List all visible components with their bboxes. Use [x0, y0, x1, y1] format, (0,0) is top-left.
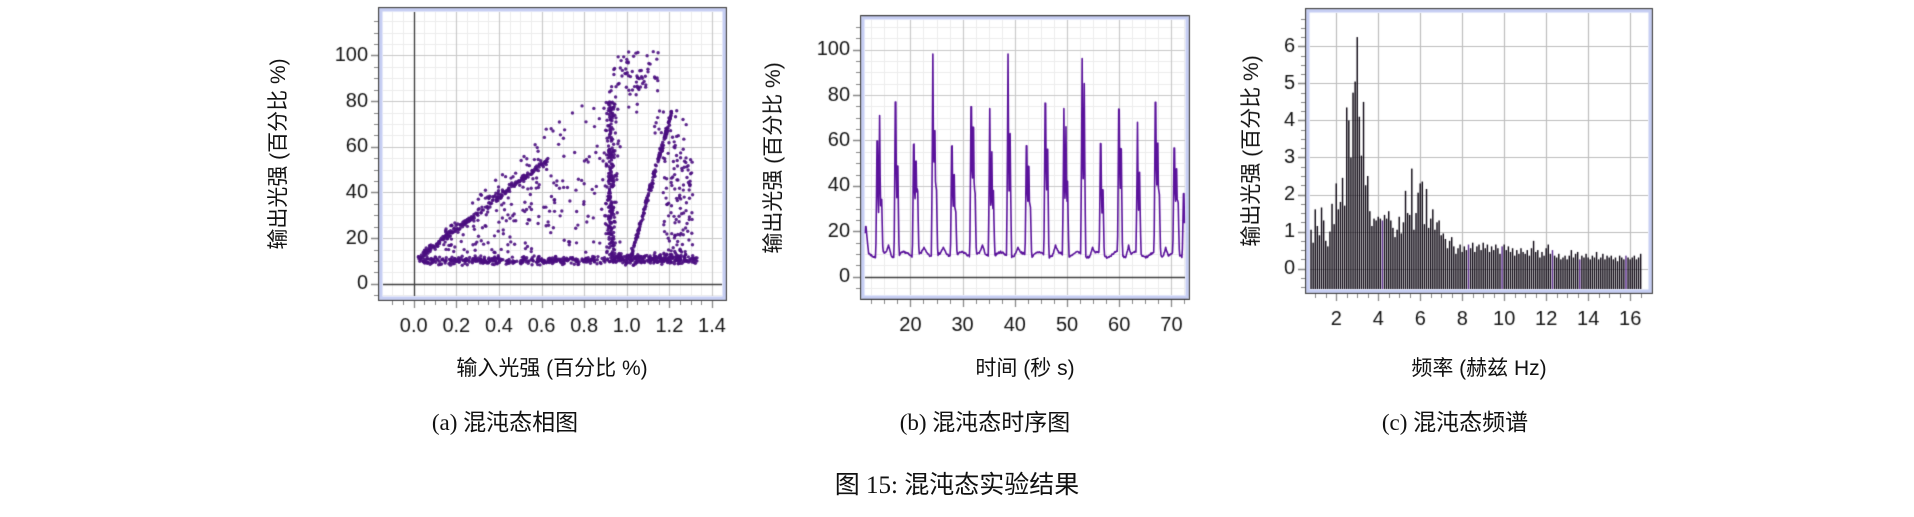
time-series-chart — [770, 0, 1200, 350]
x-axis-label-c: 频率 (赫兹 Hz) — [1411, 357, 1547, 380]
subcaption-a: (a) 混沌态相图 — [431, 410, 579, 435]
y-axis-label-c: 输出光强 (百分比 %) — [1240, 55, 1263, 247]
y-axis-label-a: 输出光强 (百分比 %) — [267, 58, 290, 250]
subcaption-b: (b) 混沌态时序图 — [899, 410, 1071, 435]
y-axis-label-b: 输出光强 (百分比 %) — [762, 62, 785, 254]
x-axis-label-b: 时间 (秒 s) — [975, 357, 1075, 380]
figure-caption: 图 15: 混沌态实验结果 — [834, 472, 1080, 499]
phase-portrait-chart — [300, 0, 730, 350]
x-axis-label-a: 输入光强 (百分比 %) — [456, 357, 648, 380]
subcaption-c: (c) 混沌态频谱 — [1381, 410, 1529, 435]
spectrum-chart — [1230, 0, 1680, 350]
